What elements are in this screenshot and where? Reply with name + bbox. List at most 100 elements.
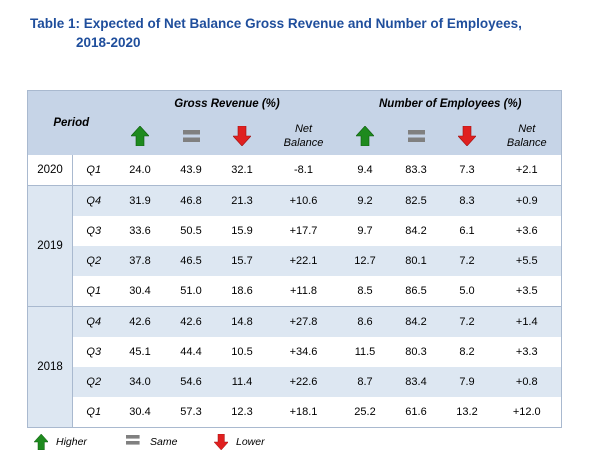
- year-cell: 2020: [27, 155, 73, 186]
- value-cell: 45.1: [114, 337, 166, 367]
- value-cell: +22.6: [267, 367, 340, 397]
- value-cell: 51.0: [165, 276, 217, 307]
- value-cell: +3.5: [492, 276, 562, 307]
- table-row: Q3 33.6 50.5 15.9 +17.7 9.7 84.2 6.1 +3.6: [28, 216, 562, 246]
- value-cell: 33.6: [114, 216, 166, 246]
- revenue-higher-col: [115, 117, 166, 155]
- value-cell: 9.4: [339, 155, 391, 186]
- value-cell: 7.2: [441, 246, 493, 276]
- value-cell: 5.0: [441, 276, 493, 307]
- header-row-groups: Period Gross Revenue (%) Number of Emplo…: [27, 90, 562, 155]
- data-table: Period Gross Revenue (%) Number of Emplo…: [27, 90, 562, 428]
- value-cell: 15.7: [216, 246, 268, 276]
- value-cell: 82.5: [390, 185, 442, 216]
- revenue-net-balance-col: Net Balance: [268, 117, 340, 155]
- value-cell: 7.2: [441, 306, 493, 337]
- legend-higher: Higher: [34, 434, 87, 450]
- value-cell: 54.6: [165, 367, 217, 397]
- value-cell: 9.7: [339, 216, 391, 246]
- quarter-cell: Q2: [72, 367, 115, 397]
- header-row-icons: Net Balance Net Balance: [27, 117, 562, 155]
- red-down-arrow-icon: [458, 126, 476, 146]
- gray-equals-icon: [407, 130, 425, 143]
- value-cell: +17.7: [267, 216, 340, 246]
- value-cell: 15.9: [216, 216, 268, 246]
- value-cell: 50.5: [165, 216, 217, 246]
- year-cell: 2019: [27, 185, 73, 307]
- value-cell: +22.1: [267, 246, 340, 276]
- value-cell: 84.2: [390, 306, 442, 337]
- year-cell: 2018: [27, 306, 73, 428]
- value-cell: -8.1: [267, 155, 340, 186]
- value-cell: +34.6: [267, 337, 340, 367]
- gray-equals-icon: [182, 130, 200, 143]
- value-cell: 6.1: [441, 216, 493, 246]
- legend-higher-label: Higher: [56, 436, 87, 448]
- quarter-cell: Q3: [72, 216, 115, 246]
- table-row: 2018 Q4 42.6 42.6 14.8 +27.8 8.6 84.2 7.2 +1.4: [27, 306, 562, 428]
- value-cell: +18.1: [267, 397, 340, 428]
- value-cell: +3.6: [492, 216, 562, 246]
- quarter-cell: Q1: [72, 397, 115, 428]
- value-cell: 24.0: [114, 155, 166, 186]
- table-row: Q1 30.4 57.3 12.3 +18.1 25.2 61.6 13.2 +12.0: [28, 397, 562, 428]
- value-cell: 44.4: [165, 337, 217, 367]
- value-cell: 83.4: [390, 367, 442, 397]
- green-up-arrow-icon: [131, 126, 149, 146]
- value-cell: 46.5: [165, 246, 217, 276]
- value-cell: 7.9: [441, 367, 493, 397]
- value-cell: 31.9: [114, 185, 166, 216]
- value-cell: 42.6: [114, 306, 166, 337]
- value-cell: +11.8: [267, 276, 340, 307]
- value-cell: 9.2: [339, 185, 391, 216]
- value-cell: 61.6: [390, 397, 442, 428]
- table-title: Table 1: Expected of Net Balance Gross R…: [30, 14, 522, 52]
- period-header: Period: [27, 90, 115, 155]
- balance-label: Balance: [283, 137, 324, 149]
- value-cell: 37.8: [114, 246, 166, 276]
- net-label: Net: [518, 123, 536, 135]
- value-cell: 12.3: [216, 397, 268, 428]
- table-row: Q1 30.4 51.0 18.6 +11.8 8.5 86.5 5.0 +3.5: [28, 276, 562, 307]
- value-cell: 80.1: [390, 246, 442, 276]
- value-cell: 10.5: [216, 337, 268, 367]
- employees-header: Number of Employees (%): [379, 98, 522, 110]
- legend-lower: Lower: [214, 434, 265, 450]
- table-row: Q2 34.0 54.6 11.4 +22.6 8.7 83.4 7.9 +0.8: [28, 367, 562, 397]
- employees-lower-col: [442, 117, 493, 155]
- value-cell: 11.5: [339, 337, 391, 367]
- value-cell: 13.2: [441, 397, 493, 428]
- revenue-lower-col: [217, 117, 268, 155]
- value-cell: 8.7: [339, 367, 391, 397]
- quarter-cell: Q4: [72, 306, 115, 337]
- employees-net-balance-col: Net Balance: [493, 117, 562, 155]
- legend-same: Same: [126, 434, 177, 448]
- value-cell: 30.4: [114, 397, 166, 428]
- value-cell: +3.3: [492, 337, 562, 367]
- value-cell: 12.7: [339, 246, 391, 276]
- value-cell: 86.5: [390, 276, 442, 307]
- red-down-arrow-icon: [233, 126, 251, 146]
- title-line-1: Table 1: Expected of Net Balance Gross R…: [30, 16, 522, 31]
- quarter-cell: Q1: [72, 276, 115, 307]
- net-label: Net: [294, 123, 313, 135]
- green-up-arrow-icon: [356, 126, 374, 146]
- title-line-2: 2018-2020: [76, 35, 141, 50]
- table-row: 2020 Q1 24.0 43.9 32.1 -8.1 9.4 83.3 7.3 +2.1: [27, 155, 562, 186]
- value-cell: +10.6: [267, 185, 340, 216]
- value-cell: 30.4: [114, 276, 166, 307]
- value-cell: 46.8: [165, 185, 217, 216]
- balance-label: Balance: [506, 137, 547, 149]
- legend-same-label: Same: [150, 436, 178, 448]
- value-cell: 83.3: [390, 155, 442, 186]
- value-cell: +12.0: [492, 397, 562, 428]
- revenue-same-col: [166, 117, 217, 155]
- employees-higher-col: [340, 117, 391, 155]
- value-cell: +1.4: [492, 306, 562, 337]
- employees-same-col: [391, 117, 442, 155]
- value-cell: 32.1: [216, 155, 268, 186]
- quarter-cell: Q3: [72, 337, 115, 367]
- value-cell: 57.3: [165, 397, 217, 428]
- value-cell: 8.2: [441, 337, 493, 367]
- value-cell: 18.6: [216, 276, 268, 307]
